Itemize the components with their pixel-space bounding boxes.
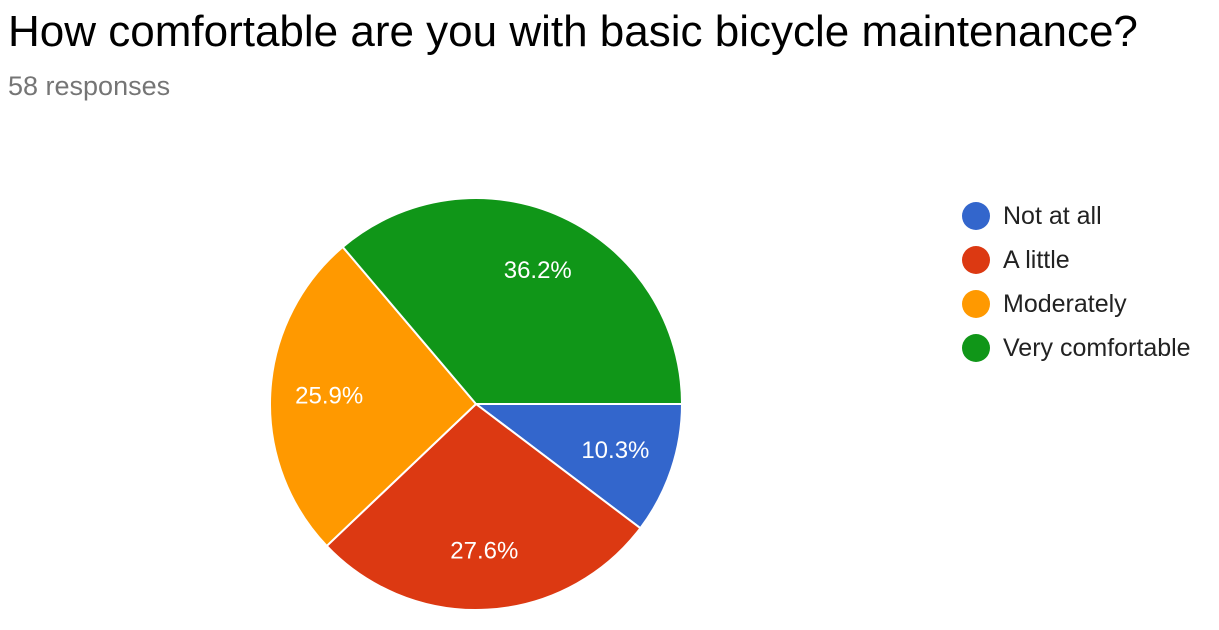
pie-slices <box>269 197 684 611</box>
legend-swatch <box>962 290 990 318</box>
chart-legend: Not at all A little Moderately Very comfort… <box>962 194 1191 370</box>
legend-label: A little <box>1003 245 1070 274</box>
legend-item: Moderately <box>962 282 1191 326</box>
legend-item: Not at all <box>962 194 1191 238</box>
response-count: 58 responses <box>8 71 171 101</box>
pie-slice-label: 36.2% <box>504 257 572 284</box>
legend-swatch <box>962 246 990 274</box>
pie-chart: 10.3% 27.6% 25.9% 36.2% <box>269 197 684 611</box>
pie-slice-label: 27.6% <box>450 537 518 564</box>
pie-slice-very-comfortable <box>341 197 684 405</box>
legend-label: Not at all <box>1003 201 1102 230</box>
pie-slice-a-little <box>325 402 642 611</box>
pie-slice-not-at-all <box>473 403 684 530</box>
legend-swatch <box>962 334 990 362</box>
legend-item: Very comfortable <box>962 326 1191 370</box>
legend-swatch <box>962 202 990 230</box>
pie-slice-labels: 10.3% 27.6% 25.9% 36.2% <box>295 257 649 564</box>
pie-slice-label: 25.9% <box>295 383 363 410</box>
legend-label: Very comfortable <box>1003 333 1191 362</box>
chart-title: How comfortable are you with basic bicyc… <box>8 7 1138 56</box>
pie-slice-label: 10.3% <box>581 437 649 464</box>
legend-label: Moderately <box>1003 289 1127 318</box>
legend-item: A little <box>962 238 1191 282</box>
pie-slice-moderately <box>269 245 478 548</box>
